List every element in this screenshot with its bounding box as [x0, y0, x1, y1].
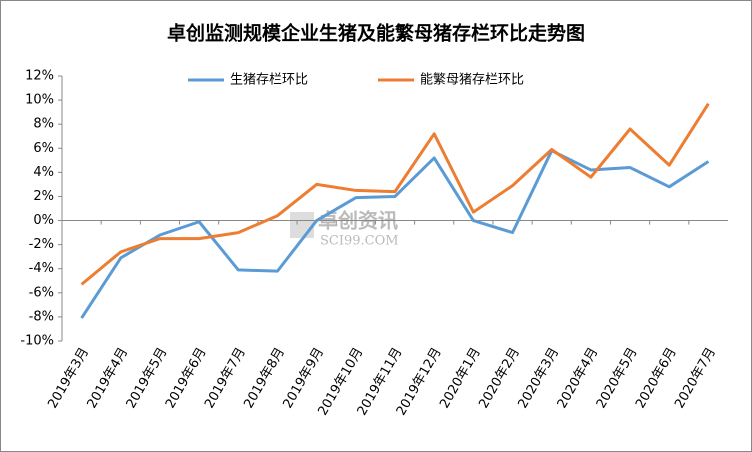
series-line — [80, 149, 710, 319]
y-tick-label: -6% — [29, 285, 54, 300]
y-tick-label: 2% — [33, 189, 54, 204]
y-tick-label: 0% — [33, 213, 54, 228]
y-tick-label: -2% — [29, 237, 54, 252]
watermark-logo — [290, 212, 314, 238]
y-tick-label: 4% — [33, 165, 54, 180]
y-tick-label: 6% — [33, 141, 54, 156]
y-tick-label: 12% — [25, 69, 54, 84]
series-line — [80, 102, 710, 286]
y-tick-label: -10% — [20, 334, 54, 349]
watermark-sub: SCI99.COM — [320, 234, 399, 249]
y-tick-label: -8% — [29, 309, 54, 324]
chart-title: 卓创监测规模企业生猪及能繁母猪存栏环比走势图 — [167, 22, 585, 45]
y-tick-label: -4% — [29, 261, 54, 276]
y-tick-label: 10% — [25, 93, 54, 108]
y-tick-label: 8% — [33, 117, 54, 132]
legend-label: 生猪存栏环比 — [230, 73, 308, 88]
legend-label: 能繁母猪存栏环比 — [420, 72, 524, 88]
